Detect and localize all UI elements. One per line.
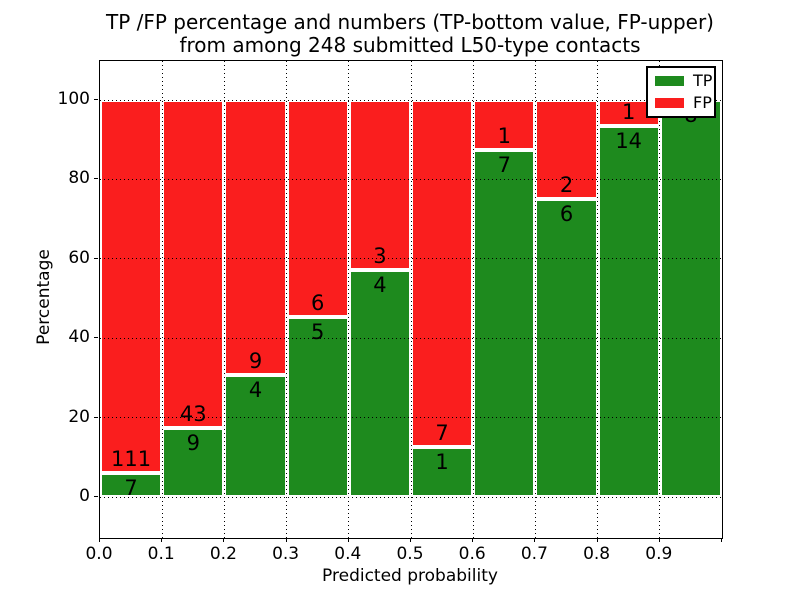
fp-count-label-6: 1 (497, 123, 511, 148)
x-axis-tick (596, 538, 598, 542)
fp-count-label-5: 7 (435, 421, 449, 446)
bar-tp-segment-1 (162, 428, 225, 497)
fp-count-label-3: 6 (311, 290, 325, 315)
tp-count-label-2: 4 (248, 377, 263, 402)
bar-fp-segment-5 (411, 100, 474, 448)
bar-tp-segment-9 (659, 100, 722, 497)
v-gridline-0.9 (659, 61, 661, 538)
tp-count-label-8: 14 (615, 129, 643, 154)
v-gridline-0.3 (286, 61, 288, 538)
v-gridline-0.5 (410, 61, 412, 538)
y-tick-label-0: 0 (79, 486, 90, 506)
bar-fp-segment-3 (286, 100, 349, 317)
y-axis-tick (94, 416, 98, 418)
legend-row-fp: FP (648, 95, 714, 111)
bar-tp-segment-3 (286, 316, 349, 497)
y-axis-tick (94, 337, 98, 339)
bar-fp-segment-7 (535, 100, 598, 200)
bar-tp-segment-6 (473, 149, 536, 497)
legend-label-fp: FP (693, 93, 712, 112)
bar-tp-segment-4 (348, 270, 411, 497)
bar-tp-segment-2 (224, 374, 287, 497)
x-axis-tick (99, 538, 100, 542)
x-axis-tick (223, 538, 225, 542)
x-axis-tick (347, 538, 349, 542)
x-axis-tick (658, 538, 660, 542)
x-tick-label-0.3: 0.3 (272, 544, 300, 564)
y-axis-tick (94, 496, 98, 497)
bar-tp-segment-7 (535, 199, 598, 497)
v-gridline-0.6 (472, 61, 474, 538)
chart-title: TP /FP percentage and numbers (TP-bottom… (106, 11, 714, 57)
legend: TP FP (646, 66, 716, 118)
x-axis-label: Predicted probability (322, 566, 498, 586)
y-tick-label-100: 100 (57, 89, 90, 109)
v-gridline-0.2 (223, 61, 225, 538)
bar-tp-segment-8 (597, 126, 660, 497)
x-tick-label-0.4: 0.4 (334, 544, 362, 564)
x-axis-tick (161, 538, 163, 542)
tp-count-label-6: 7 (497, 152, 511, 177)
fp-count-label-7: 2 (559, 173, 574, 198)
x-axis-tick (721, 538, 722, 542)
bar-fp-segment-1 (162, 100, 225, 429)
legend-row-tp: TP (648, 73, 714, 89)
fp-count-label-8: 1 (622, 100, 636, 125)
x-tick-label-0.1: 0.1 (147, 544, 175, 564)
y-tick-label-60: 60 (68, 247, 90, 268)
x-tick-label-0.2: 0.2 (209, 544, 237, 564)
y-axis-tick (94, 99, 98, 100)
fp-swatch-icon (655, 98, 684, 108)
x-axis-tick (285, 538, 287, 542)
x-axis-tick (472, 538, 474, 542)
bar-fp-segment-4 (348, 100, 411, 271)
chart-title-line-1: TP /FP percentage and numbers (TP-bottom… (106, 10, 714, 34)
x-axis-tick (410, 538, 411, 542)
fp-count-label-0: 111 (111, 447, 152, 472)
v-gridline-0.7 (534, 61, 536, 538)
y-tick-label-80: 80 (68, 168, 90, 189)
v-gridline-0.8 (597, 61, 599, 538)
fp-count-label-1: 43 (179, 402, 207, 427)
bar-tp-segment-5 (411, 447, 474, 497)
y-tick-label-20: 20 (68, 406, 90, 427)
x-axis-tick (534, 538, 536, 542)
tp-swatch-icon (655, 76, 684, 86)
y-axis-tick (94, 257, 98, 259)
x-tick-label-0.7: 0.7 (520, 544, 548, 564)
bar-fp-segment-6 (473, 100, 536, 150)
x-tick-label-0.9: 0.9 (645, 544, 673, 564)
plot-area: TP FP 111743994653471172611408 (99, 60, 723, 539)
v-gridline-0.4 (348, 61, 350, 538)
y-tick-label-40: 40 (68, 327, 90, 348)
x-tick-label-0.5: 0.5 (396, 544, 424, 564)
bar-fp-segment-2 (224, 100, 287, 375)
tp-count-label-3: 5 (311, 319, 325, 344)
x-tick-label-0.6: 0.6 (458, 544, 486, 564)
tp-count-label-5: 1 (435, 450, 449, 475)
legend-label-tp: TP (693, 71, 713, 90)
bar-fp-segment-0 (100, 100, 163, 474)
tp-count-label-7: 6 (559, 202, 574, 227)
fp-count-label-2: 9 (248, 348, 263, 373)
bar-tp-segment-0 (100, 473, 163, 497)
tp-count-label-4: 4 (373, 273, 387, 298)
fp-count-label-4: 3 (373, 244, 387, 269)
v-gridline-0.1 (161, 61, 163, 538)
x-tick-label-0.0: 0.0 (85, 544, 113, 564)
y-axis-tick (94, 178, 98, 180)
tp-count-label-0: 7 (124, 476, 138, 501)
x-tick-label-0.8: 0.8 (583, 544, 611, 564)
chart-title-line-2: from among 248 submitted L50-type contac… (179, 33, 641, 57)
tp-count-label-1: 9 (186, 431, 200, 456)
